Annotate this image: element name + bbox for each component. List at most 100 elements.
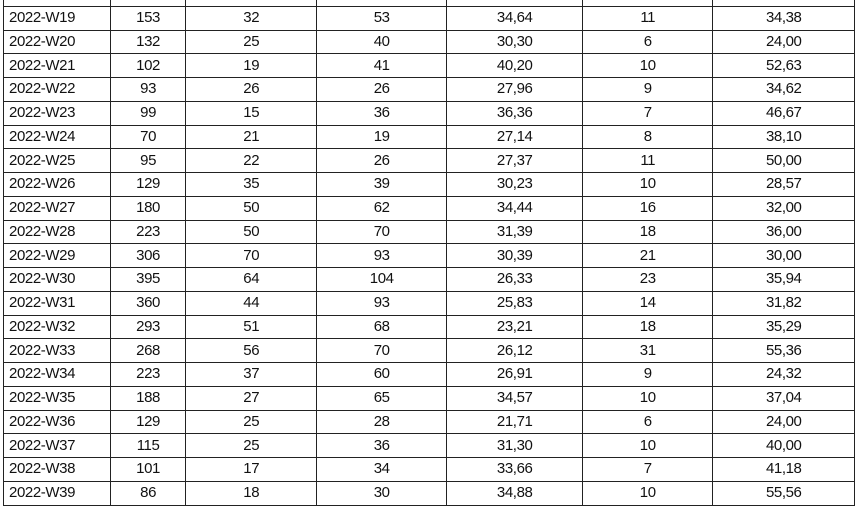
value-cell: 44 [185,290,317,316]
value-cell: 70 [109,124,187,150]
value-cell: 6 [581,409,714,435]
value-cell: 26 [315,148,448,173]
value-cell: 102 [109,53,187,78]
week-cell: 2022-W26 [3,172,111,197]
table-row: 2022-W34 223 37 60 26,91 9 24,32 [3,362,855,387]
value-cell: 32,00 [712,195,855,221]
value-cell: 30,23 [446,172,583,197]
table-row: 2022-W19 153 32 53 34,64 11 34,38 [3,5,855,31]
value-cell: 31,39 [446,219,583,245]
value-cell: 27,96 [446,77,583,102]
week-cell: 2022-W33 [3,338,111,363]
value-cell: 50,00 [712,148,855,173]
value-cell: 24,00 [712,29,855,55]
value-cell: 11 [581,5,714,31]
value-cell: 70 [315,219,448,245]
week-cell: 2022-W23 [3,100,111,126]
value-cell: 26 [185,77,317,102]
value-cell: 35,94 [712,267,855,292]
data-table-container: 2022-W18189285931,22932,142022-W19153325… [3,0,855,506]
value-cell: 24,32 [712,362,855,387]
value-cell: 115 [109,433,187,458]
value-cell: 36,00 [712,219,855,245]
value-cell: 52,63 [712,53,855,78]
value-cell: 10 [581,385,714,411]
value-cell: 55,56 [712,480,855,506]
week-cell: 2022-W27 [3,195,111,221]
value-cell: 95 [109,148,187,173]
value-cell: 36 [315,433,448,458]
value-cell: 64 [185,267,317,292]
table-row: 2022-W38 101 17 34 33,66 7 41,18 [3,457,855,482]
value-cell: 28,57 [712,172,855,197]
value-cell: 36,36 [446,100,583,126]
value-cell: 7 [581,457,714,482]
value-cell: 70 [185,243,317,268]
value-cell: 68 [315,314,448,340]
value-cell: 31,30 [446,433,583,458]
value-cell: 8 [581,124,714,150]
table-row: 2022-W33 268 56 70 26,12 31 55,36 [3,338,855,363]
value-cell: 38,10 [712,124,855,150]
value-cell: 9 [581,77,714,102]
value-cell: 37,04 [712,385,855,411]
table-row: 2022-W39 86 18 30 34,88 10 55,56 [3,480,855,506]
value-cell: 129 [109,172,187,197]
value-cell: 23 [581,267,714,292]
value-cell: 34 [315,457,448,482]
table-row: 2022-W26 129 35 39 30,23 10 28,57 [3,172,855,197]
value-cell: 35,29 [712,314,855,340]
value-cell: 62 [315,195,448,221]
table-row: 2022-W24 70 21 19 27,14 8 38,10 [3,124,855,150]
value-cell: 10 [581,480,714,506]
value-cell: 25 [185,29,317,55]
value-cell: 40,00 [712,433,855,458]
value-cell: 40 [315,29,448,55]
value-cell: 132 [109,29,187,55]
value-cell: 293 [109,314,187,340]
table-row: 2022-W30 395 64 104 26,33 23 35,94 [3,267,855,292]
value-cell: 21,71 [446,409,583,435]
value-cell: 34,62 [712,77,855,102]
value-cell: 18 [581,314,714,340]
value-cell: 129 [109,409,187,435]
week-cell: 2022-W32 [3,314,111,340]
week-cell: 2022-W30 [3,267,111,292]
value-cell: 101 [109,457,187,482]
value-cell: 7 [581,100,714,126]
table-row: 2022-W29 306 70 93 30,39 21 30,00 [3,243,855,268]
value-cell: 34,44 [446,195,583,221]
value-cell: 60 [315,362,448,387]
value-cell: 25,83 [446,290,583,316]
table-row: 2022-W20 132 25 40 30,30 6 24,00 [3,29,855,55]
value-cell: 53 [315,5,448,31]
value-cell: 34,38 [712,5,855,31]
value-cell: 56 [185,338,317,363]
value-cell: 35 [185,172,317,197]
value-cell: 25 [185,433,317,458]
value-cell: 21 [185,124,317,150]
value-cell: 93 [315,290,448,316]
week-cell: 2022-W38 [3,457,111,482]
table-row: 2022-W37 115 25 36 31,30 10 40,00 [3,433,855,458]
table-row: 2022-W32 293 51 68 23,21 18 35,29 [3,314,855,340]
value-cell: 93 [315,243,448,268]
week-cell: 2022-W37 [3,433,111,458]
value-cell: 19 [185,53,317,78]
value-cell: 30 [315,480,448,506]
value-cell: 26,91 [446,362,583,387]
value-cell: 26 [315,77,448,102]
value-cell: 26,12 [446,338,583,363]
weekly-data-table: 2022-W18189285931,22932,142022-W19153325… [3,0,855,506]
value-cell: 360 [109,290,187,316]
value-cell: 30,00 [712,243,855,268]
value-cell: 30,39 [446,243,583,268]
value-cell: 6 [581,29,714,55]
value-cell: 37 [185,362,317,387]
value-cell: 70 [315,338,448,363]
value-cell: 93 [109,77,187,102]
value-cell: 10 [581,53,714,78]
value-cell: 28 [315,409,448,435]
value-cell: 40,20 [446,53,583,78]
table-row: 2022-W35 188 27 65 34,57 10 37,04 [3,385,855,411]
